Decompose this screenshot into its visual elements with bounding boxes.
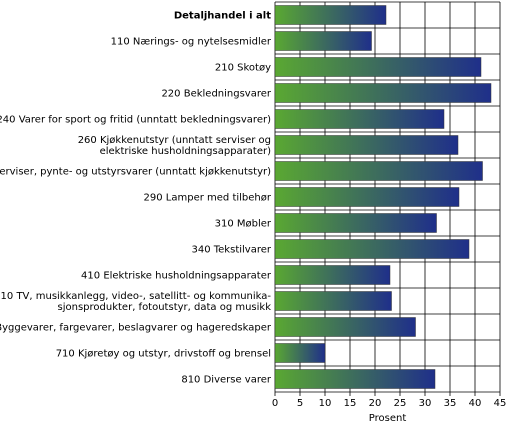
x-tick-label: 25 [394,398,407,409]
category-label: 510 TV, musikkanlegg, video-, satellitt-… [0,291,271,313]
bar [274,265,391,285]
bar [274,369,436,389]
bar [274,343,326,363]
category-label: 310 Møbler [215,219,272,230]
category-label-line: 810 Diverse varer [181,375,272,386]
x-tick-label: 20 [369,398,382,409]
bar [274,161,483,181]
category-label-line: 310 Møbler [215,219,272,230]
bar [274,239,470,259]
category-label-line: sjonsprodukter, fotoutstyr, data og musi… [58,302,272,313]
x-tick-label: 5 [297,398,303,409]
bar [274,317,416,337]
x-tick-label: 30 [419,398,432,409]
category-label-line: 340 Tekstilvarer [191,245,271,256]
category-label-line: Detaljhandel i alt [174,11,271,22]
category-label-line: 290 Lamper med tilbehør [144,193,272,204]
x-tick-label: 0 [272,398,278,409]
category-label: 810 Diverse varer [181,375,272,386]
category-label: Detaljhandel i alt [174,11,271,22]
category-label-line: 240 Varer for sport og fritid (unntatt b… [0,115,271,126]
x-tick-label: 35 [444,398,457,409]
category-label-line: 220 Bekledningsvarer [161,89,271,100]
category-label: 290 Lamper med tilbehør [144,193,272,204]
category-label-line: 610 Byggevarer, fargevarer, beslagvarer … [0,323,272,334]
bar [274,291,392,311]
category-label: 220 Bekledningsvarer [161,89,271,100]
x-tick-label: 40 [469,398,482,409]
bar [274,187,460,207]
x-axis: 0 5 10 15 20 25 30 35 40 45 [272,392,507,409]
category-label: 710 Kjøretøy og utstyr, drivstoff og bre… [56,349,271,360]
category-label: 260 Kjøkkenutstyr (unntatt serviser og el… [78,135,271,157]
x-tick-label: 45 [494,398,507,409]
bar [274,135,459,155]
category-labels: Detaljhandel i alt 110 Nærings- og nytels… [0,11,272,386]
category-label-line: 260 Kjøkkenutstyr (unntatt serviser og [78,135,271,146]
category-label: 270 Serviser, pynte- og utstyrsvarer (un… [0,167,271,178]
category-label: 610 Byggevarer, fargevarer, beslagvarer … [0,323,272,334]
category-label: 340 Tekstilvarer [191,245,271,256]
category-label-line: 110 Nærings- og nytelsesmidler [111,37,272,48]
category-label-line: 510 TV, musikkanlegg, video-, satellitt-… [0,291,271,302]
category-label-line: 410 Elektriske husholdningsapparater [81,271,272,282]
category-label: 410 Elektriske husholdningsapparater [81,271,272,282]
bar [274,213,437,233]
category-label-line: elektriske husholdningsapparater) [100,146,272,157]
category-label: 240 Varer for sport og fritid (unntatt b… [0,115,271,126]
category-label: 110 Nærings- og nytelsesmidler [111,37,272,48]
bars [274,5,492,389]
category-label-line: 210 Skotøy [215,63,271,74]
category-label-line: 270 Serviser, pynte- og utstyrsvarer (un… [0,167,271,178]
bar [274,5,387,25]
category-label-line: 710 Kjøretøy og utstyr, drivstoff og bre… [56,349,271,360]
x-tick-label: 10 [319,398,332,409]
bar [274,57,482,77]
x-tick-label: 15 [344,398,357,409]
bar [274,109,445,129]
bar [274,31,372,51]
bar [274,83,492,103]
category-label: 210 Skotøy [215,63,271,74]
x-axis-title: Prosent [369,413,407,424]
